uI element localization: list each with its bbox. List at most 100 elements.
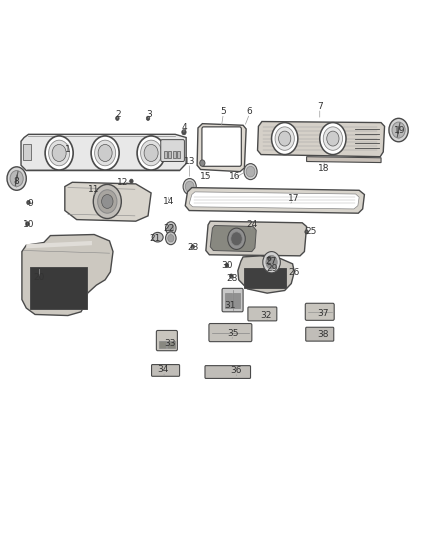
Text: 13: 13 [184,157,195,166]
Circle shape [146,116,150,120]
Circle shape [49,140,70,166]
Text: 18: 18 [318,165,330,173]
Text: 35: 35 [227,329,239,337]
Text: 23: 23 [187,244,198,252]
Text: 5: 5 [220,108,226,116]
Text: 27: 27 [265,257,276,265]
Circle shape [166,232,176,245]
Circle shape [225,263,229,268]
Circle shape [244,164,257,180]
Circle shape [230,274,233,278]
Polygon shape [26,241,92,248]
FancyBboxPatch shape [202,127,241,166]
Text: 29: 29 [266,264,277,272]
Circle shape [144,144,158,161]
Polygon shape [210,225,256,252]
FancyBboxPatch shape [156,330,177,351]
Text: 26: 26 [289,269,300,277]
Bar [164,151,167,158]
Text: 32: 32 [261,311,272,320]
Circle shape [183,179,196,195]
FancyBboxPatch shape [222,288,243,312]
Polygon shape [307,157,381,163]
Text: 36: 36 [231,366,242,375]
Circle shape [327,131,339,146]
Circle shape [26,222,29,226]
Circle shape [246,166,255,177]
Circle shape [389,118,408,142]
Circle shape [392,122,405,138]
Text: 38: 38 [318,330,329,338]
Bar [159,341,166,348]
Text: 25: 25 [305,228,317,236]
Circle shape [7,167,26,190]
Bar [30,266,87,309]
Circle shape [91,136,119,170]
FancyBboxPatch shape [209,324,252,342]
Text: 10: 10 [23,221,34,229]
Circle shape [130,179,133,183]
Circle shape [231,232,242,246]
Circle shape [266,255,277,269]
Text: 6: 6 [247,108,253,116]
Circle shape [275,127,294,150]
FancyBboxPatch shape [305,303,334,320]
Circle shape [191,245,194,249]
FancyBboxPatch shape [205,366,251,378]
Circle shape [93,184,121,219]
Text: 4: 4 [181,124,187,132]
Polygon shape [185,188,364,213]
Circle shape [52,144,66,161]
Circle shape [27,200,30,205]
Polygon shape [258,122,385,157]
Polygon shape [65,182,151,221]
Text: 17: 17 [288,194,299,203]
Text: 7: 7 [317,102,323,111]
Circle shape [141,140,162,166]
Text: 21: 21 [150,235,161,243]
Bar [233,293,240,308]
Polygon shape [22,235,113,316]
Text: 24: 24 [246,221,258,229]
Polygon shape [206,221,307,256]
Polygon shape [21,134,186,171]
Polygon shape [189,192,359,209]
Bar [23,144,31,160]
Text: 22: 22 [163,224,174,232]
Text: 1: 1 [65,145,71,154]
Circle shape [263,252,280,273]
Text: 33: 33 [164,340,176,348]
Text: 12: 12 [117,178,128,187]
FancyBboxPatch shape [161,140,184,161]
Circle shape [10,171,23,187]
Circle shape [279,131,291,146]
Circle shape [98,190,117,213]
Ellipse shape [152,232,163,242]
Circle shape [185,181,194,192]
Text: 19: 19 [394,126,405,135]
Text: 28: 28 [226,274,238,282]
Circle shape [168,224,174,232]
Text: 34: 34 [158,366,169,374]
Text: 14: 14 [163,197,174,206]
Circle shape [200,160,205,166]
FancyBboxPatch shape [152,365,180,376]
Text: 9: 9 [27,199,33,208]
Circle shape [116,116,119,120]
Circle shape [45,136,73,170]
Text: 37: 37 [318,309,329,318]
Text: 3: 3 [146,110,152,119]
Circle shape [137,136,165,170]
Circle shape [168,235,174,242]
Circle shape [228,228,245,249]
Circle shape [320,123,346,155]
Bar [167,341,175,348]
Text: 30: 30 [221,261,233,270]
Circle shape [102,195,113,208]
Bar [244,268,286,288]
Circle shape [95,140,116,166]
Bar [173,151,176,158]
Polygon shape [238,256,294,293]
Circle shape [98,144,112,161]
Circle shape [305,230,308,234]
